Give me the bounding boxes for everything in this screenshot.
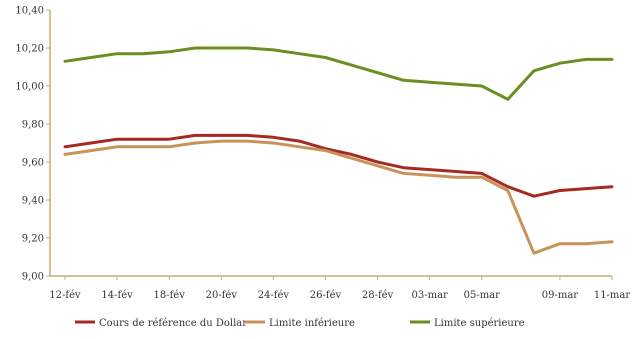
y-tick-label: 9,60 — [22, 158, 44, 169]
x-tick-label: 14-fév — [101, 290, 133, 301]
x-tick-label: 20-fév — [206, 290, 238, 301]
x-tick-label: 28-fév — [362, 290, 394, 301]
axes — [49, 10, 612, 277]
series-line-3 — [63, 46, 614, 101]
x-tick-label: 11-mar — [594, 290, 631, 301]
legend-label: Cours de référence du Dollar — [99, 318, 247, 329]
x-tick-label: 24-fév — [258, 290, 290, 301]
legend-label: Limite supérieure — [434, 318, 525, 329]
x-tick-label: 05-mar — [464, 290, 501, 301]
x-tick-label: 09-mar — [542, 290, 579, 301]
x-axis-ticks: 12-fév 14-fév 18-fév 20-fév 24-fév 26-fév 28-f… — [49, 276, 630, 301]
legend: Cours de référence du Dollar Limite infér… — [75, 318, 525, 329]
y-tick-label: 9,40 — [22, 196, 44, 207]
series-line-1 — [63, 133, 614, 198]
x-tick-label: 12-fév — [49, 290, 81, 301]
y-tick-label: 9,20 — [22, 234, 44, 245]
y-axis-ticks: 9,00 9,20 9,40 9,60 9,80 10,00 10,20 10,40 — [15, 6, 50, 283]
y-tick-label: 10,40 — [15, 6, 44, 17]
x-tick-label: 26-fév — [310, 290, 342, 301]
y-tick-label: 10,20 — [15, 44, 44, 55]
y-tick-label: 10,00 — [15, 82, 44, 93]
x-tick-label: 18-fév — [154, 290, 186, 301]
x-tick-label: 03-mar — [412, 290, 449, 301]
y-tick-label: 9,00 — [22, 272, 44, 283]
legend-label: Limite inférieure — [269, 318, 355, 329]
series-line-2 — [63, 139, 614, 255]
y-tick-label: 9,80 — [22, 120, 44, 131]
series-lines — [63, 46, 614, 255]
